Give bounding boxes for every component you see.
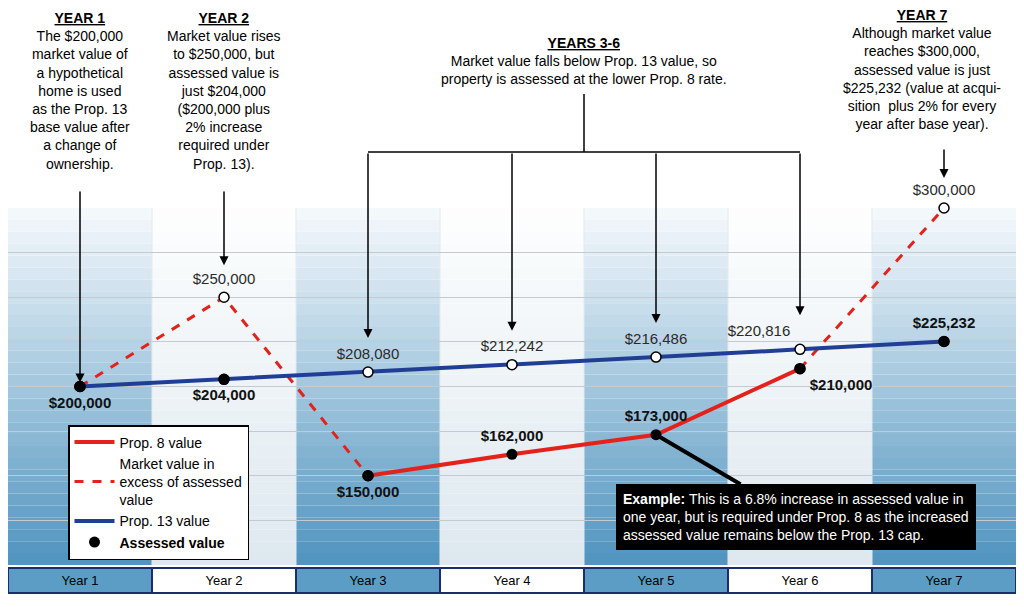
svg-text:$225,232: $225,232: [913, 314, 976, 331]
svg-text:Year 2: Year 2: [205, 573, 242, 588]
svg-text:Assessed value: Assessed value: [120, 535, 225, 551]
svg-text:$220,816: $220,816: [728, 322, 791, 339]
svg-text:$150,000: $150,000: [337, 483, 400, 500]
svg-text:YEAR 2Market value risesto $25: YEAR 2Market value risesto $250,000, but…: [167, 10, 281, 172]
svg-text:Year 5: Year 5: [637, 573, 674, 588]
svg-text:$250,000: $250,000: [193, 270, 256, 287]
svg-text:Prop. 13 value: Prop. 13 value: [120, 513, 210, 529]
svg-text:YEAR 7Although market valuerea: YEAR 7Although market valuereaches $300,…: [843, 7, 1001, 132]
svg-text:$173,000: $173,000: [625, 407, 688, 424]
svg-text:$200,000: $200,000: [49, 394, 112, 411]
svg-text:Prop. 8 value: Prop. 8 value: [120, 435, 203, 451]
svg-text:Year 1: Year 1: [61, 573, 98, 588]
svg-text:YEAR 1The $200,000market value: YEAR 1The $200,000market value ofa hypot…: [30, 10, 130, 172]
svg-text:$162,000: $162,000: [481, 427, 544, 444]
svg-text:Example: This is a 6.8% increa: Example: This is a 6.8% increase in asse…: [623, 491, 969, 543]
svg-text:$210,000: $210,000: [810, 376, 873, 393]
svg-text:$204,000: $204,000: [193, 386, 256, 403]
svg-text:$300,000: $300,000: [913, 181, 976, 198]
svg-text:Year 6: Year 6: [781, 573, 818, 588]
svg-text:Year 3: Year 3: [349, 573, 386, 588]
svg-text:$208,080: $208,080: [337, 345, 400, 362]
svg-text:YEARS 3-6Market value falls be: YEARS 3-6Market value falls below Prop. …: [441, 35, 727, 87]
svg-text:Market value inexcess of asses: Market value inexcess of assessedvalue: [120, 456, 242, 508]
svg-text:$212,242: $212,242: [481, 337, 544, 354]
svg-text:Year 4: Year 4: [493, 573, 530, 588]
svg-text:Year 7: Year 7: [925, 573, 962, 588]
svg-text:$216,486: $216,486: [625, 330, 688, 347]
